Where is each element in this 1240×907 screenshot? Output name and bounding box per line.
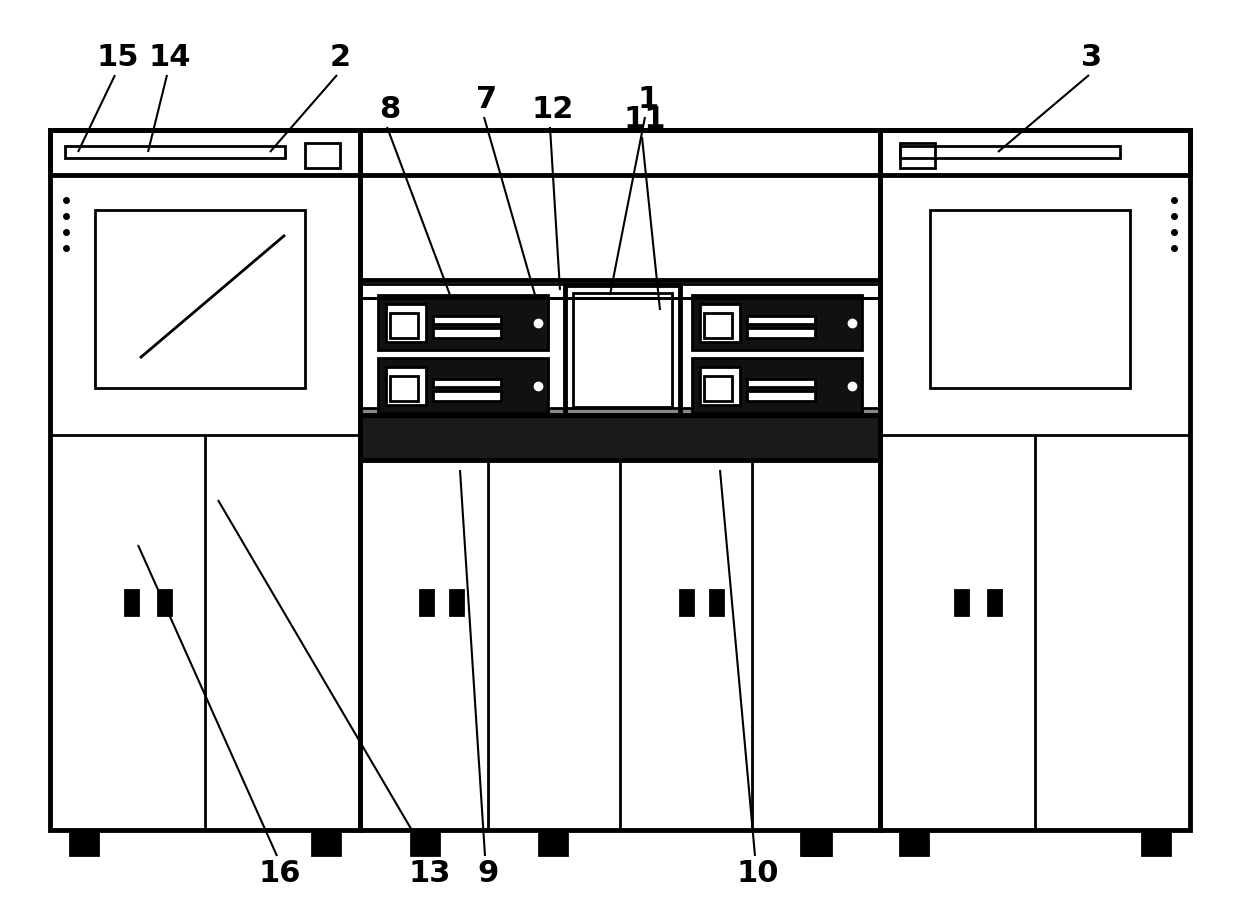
Text: 10: 10 bbox=[737, 859, 779, 888]
Text: 16: 16 bbox=[259, 859, 301, 888]
Bar bbox=[360, 280, 880, 415]
Text: 9: 9 bbox=[477, 859, 498, 888]
Bar bbox=[573, 293, 672, 407]
Bar bbox=[360, 130, 880, 830]
Bar bbox=[692, 295, 862, 350]
Text: 8: 8 bbox=[379, 95, 401, 124]
Bar bbox=[420, 590, 433, 615]
Bar bbox=[64, 146, 285, 158]
Bar bbox=[391, 313, 418, 338]
Bar bbox=[433, 328, 501, 338]
Bar bbox=[900, 146, 1120, 158]
Bar bbox=[50, 130, 360, 175]
Bar bbox=[433, 379, 501, 387]
Bar bbox=[704, 376, 732, 401]
Bar bbox=[410, 830, 439, 855]
Bar bbox=[680, 590, 693, 615]
Bar bbox=[433, 316, 501, 324]
Bar bbox=[746, 328, 815, 338]
Bar bbox=[746, 316, 815, 324]
Bar bbox=[930, 210, 1130, 388]
Bar bbox=[900, 143, 935, 168]
Bar bbox=[801, 830, 830, 855]
Text: 1: 1 bbox=[637, 85, 658, 114]
Bar bbox=[360, 408, 880, 415]
Bar bbox=[539, 830, 567, 855]
Bar bbox=[450, 590, 463, 615]
Bar bbox=[880, 130, 1190, 830]
Text: 3: 3 bbox=[1081, 43, 1102, 72]
Bar bbox=[900, 830, 928, 855]
Bar bbox=[711, 590, 723, 615]
Bar bbox=[125, 590, 138, 615]
Bar bbox=[69, 830, 98, 855]
Bar bbox=[360, 130, 880, 175]
Bar bbox=[360, 415, 880, 460]
Bar bbox=[312, 830, 340, 855]
Text: 14: 14 bbox=[149, 43, 191, 72]
Bar bbox=[955, 590, 968, 615]
Bar bbox=[391, 376, 418, 401]
Text: 7: 7 bbox=[476, 85, 497, 114]
Bar bbox=[746, 391, 815, 401]
Bar bbox=[1142, 830, 1171, 855]
Bar bbox=[704, 313, 732, 338]
Bar bbox=[804, 830, 831, 855]
Bar bbox=[50, 130, 360, 830]
Text: 11: 11 bbox=[624, 105, 666, 134]
Bar bbox=[746, 379, 815, 387]
Bar bbox=[692, 358, 862, 413]
Bar bbox=[988, 590, 1001, 615]
Bar bbox=[386, 304, 427, 342]
Bar bbox=[378, 358, 548, 413]
Bar bbox=[880, 130, 1190, 175]
Bar bbox=[701, 304, 740, 342]
Bar bbox=[433, 391, 501, 401]
Bar bbox=[386, 367, 427, 405]
Bar bbox=[95, 210, 305, 388]
Text: 13: 13 bbox=[409, 859, 451, 888]
Bar bbox=[305, 143, 340, 168]
Text: 2: 2 bbox=[330, 43, 351, 72]
Text: 12: 12 bbox=[532, 95, 574, 124]
Bar bbox=[701, 367, 740, 405]
Bar bbox=[565, 285, 680, 415]
Bar bbox=[360, 284, 880, 298]
Text: 15: 15 bbox=[97, 43, 139, 72]
Bar bbox=[157, 590, 171, 615]
Bar bbox=[378, 295, 548, 350]
